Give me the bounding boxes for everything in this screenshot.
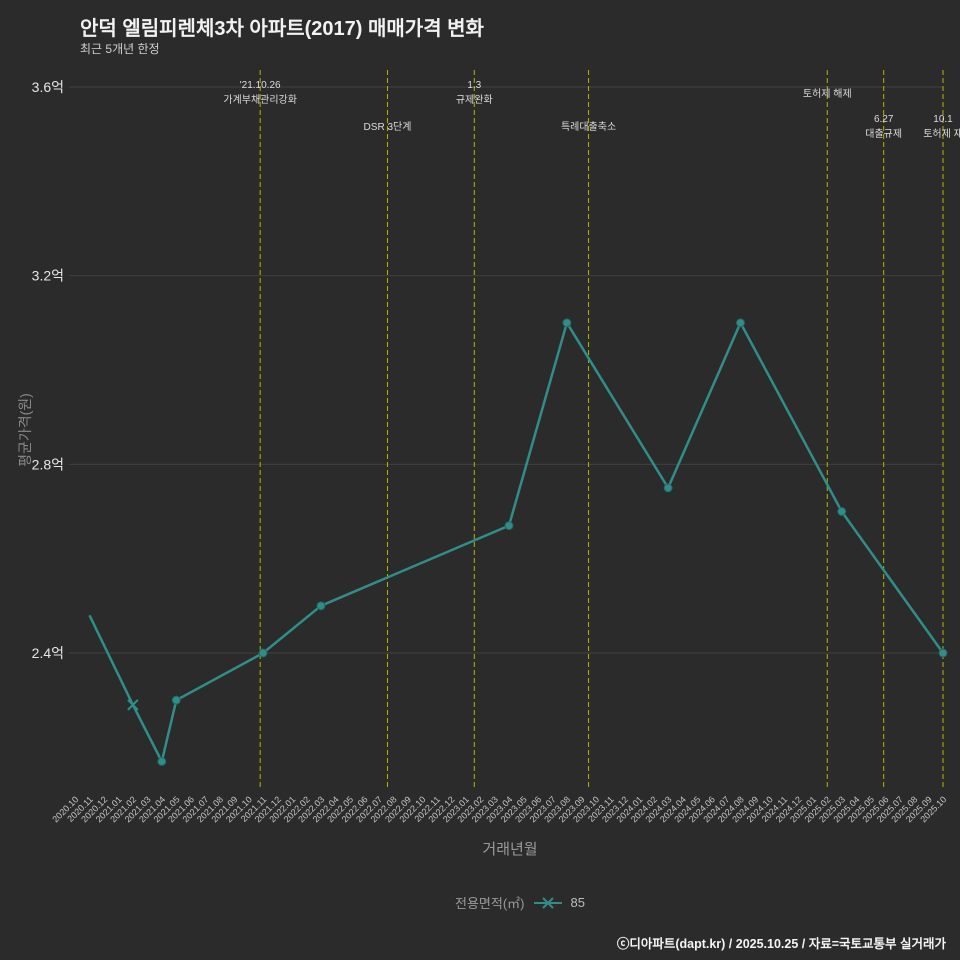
data-point xyxy=(504,521,514,531)
event-label: DSR 3단계 xyxy=(364,121,412,133)
event-label: 6.27 xyxy=(874,114,894,125)
price-chart: 3.6억3.2억2.8억2.4억2020.102020.112020.12202… xyxy=(32,70,960,824)
legend-marker-icon xyxy=(533,896,562,909)
event-label: 토허제 재 xyxy=(923,128,960,140)
event-label: 1.3 xyxy=(467,80,481,91)
event-label: '21.10.26 xyxy=(240,80,281,91)
footer-credit: ⓒ디아파트(dapt.kr) / 2025.10.25 / 자료=국토교통부 실… xyxy=(616,937,946,951)
data-point xyxy=(157,756,167,766)
event-label: 토허제 해제 xyxy=(803,87,852,100)
x-axis-title: 거래년월 xyxy=(482,841,538,858)
data-point xyxy=(837,507,847,516)
legend-label: 전용면적(㎡) xyxy=(455,896,525,911)
legend: 전용면적(㎡) 85 xyxy=(0,893,960,912)
data-point xyxy=(938,648,948,658)
event-label: 가계부채관리강화 xyxy=(223,94,297,106)
event-label: 특례대출축소 xyxy=(561,121,616,133)
y-tick-label: 2.8억 xyxy=(32,456,64,472)
data-point-x xyxy=(127,699,139,711)
data-point xyxy=(735,318,745,328)
data-point xyxy=(258,648,268,658)
y-tick-label: 2.4억 xyxy=(32,645,64,661)
y-axis-title: 평균가격(원) xyxy=(17,393,33,467)
event-label: 10.1 xyxy=(933,114,953,125)
page-subtitle: 최근 5개년 한정 xyxy=(80,42,160,56)
y-tick-label: 3.6억 xyxy=(32,79,64,95)
y-tick-label: 3.2억 xyxy=(32,268,64,284)
data-point xyxy=(663,483,673,493)
legend-series-name: 85 xyxy=(570,895,585,910)
data-point xyxy=(562,318,572,328)
event-label: 대출규제 xyxy=(865,128,902,140)
event-label: 규제완화 xyxy=(456,94,493,106)
price-line xyxy=(88,321,945,763)
page-title: 안덕 엘림피렌체3차 아파트(2017) 매매가격 변화 xyxy=(80,18,484,40)
data-point xyxy=(316,601,326,611)
data-point xyxy=(171,695,181,705)
